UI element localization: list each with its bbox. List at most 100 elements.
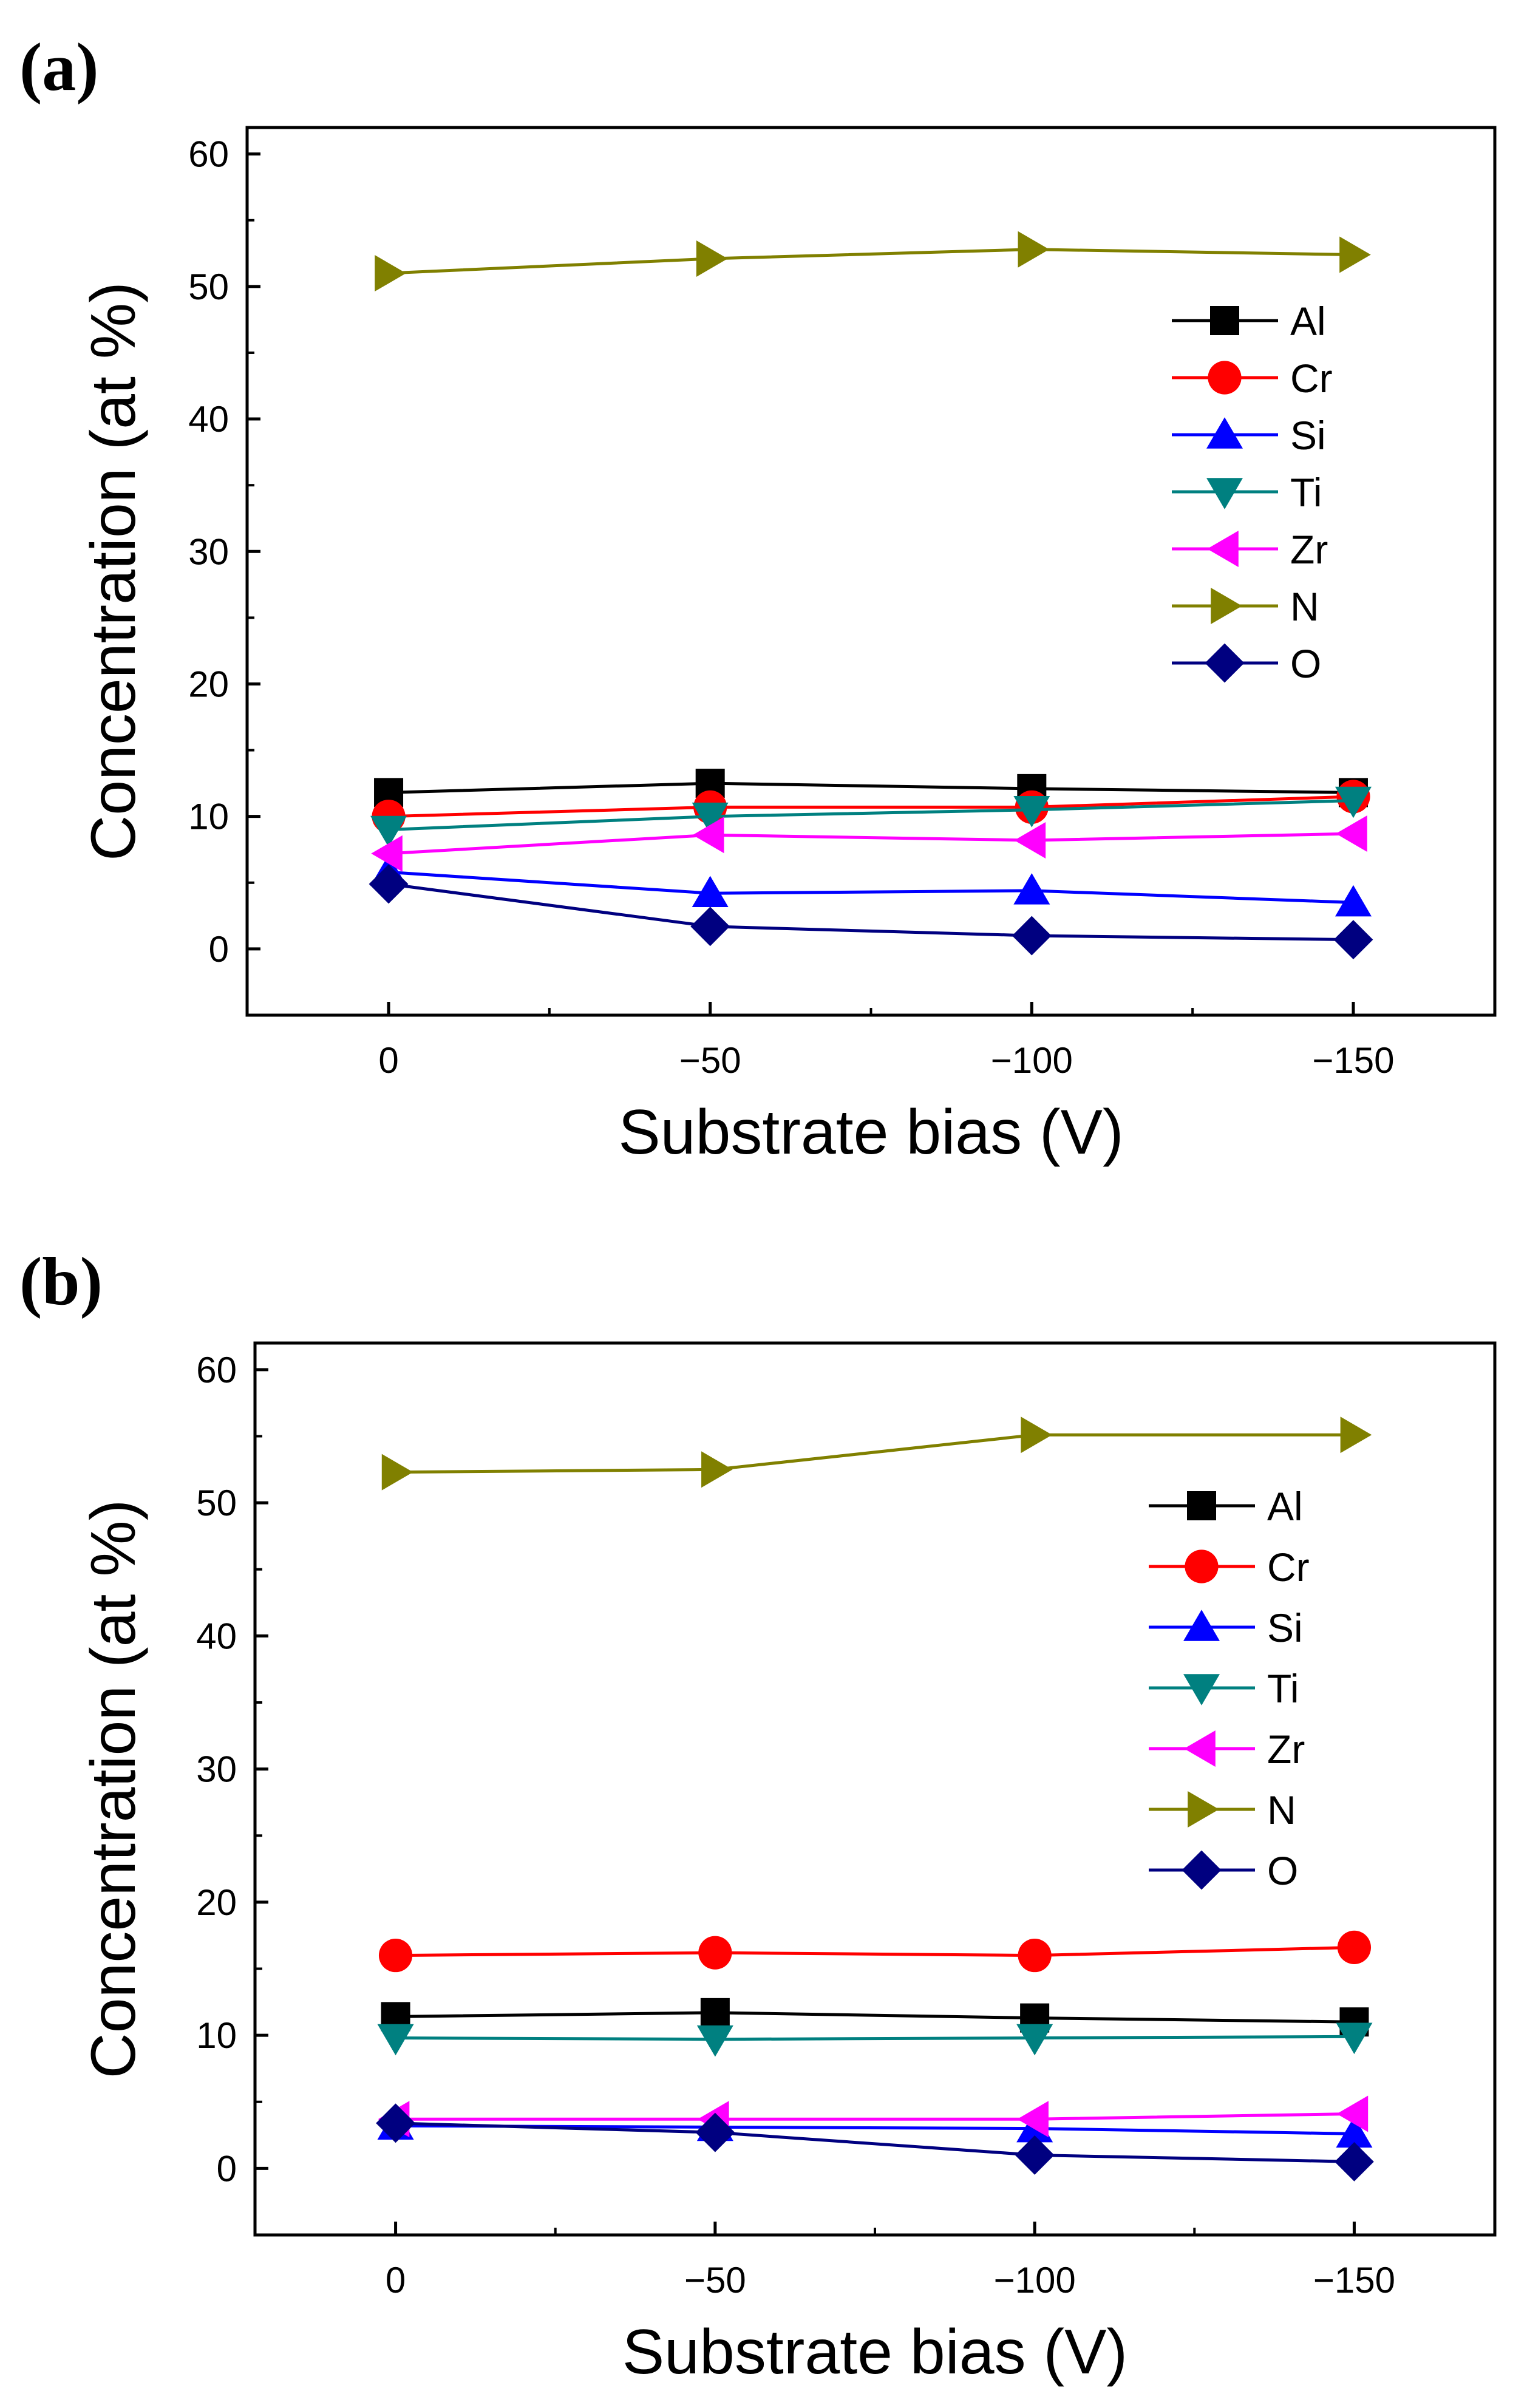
data-point-n	[381, 1454, 413, 1491]
legend-label-o: O	[1267, 1848, 1298, 1893]
data-point-o	[369, 864, 409, 904]
series-line-cr	[388, 795, 1354, 818]
legend-marker-si	[1183, 1610, 1220, 1641]
data-point-si	[1335, 885, 1372, 917]
x-tick-label: −100	[991, 1040, 1073, 1081]
data-point-zr	[1014, 821, 1046, 859]
data-point-al	[700, 1998, 730, 2027]
series-line-zr	[395, 2112, 1355, 2121]
y-tick-label: 0	[209, 929, 229, 970]
x-tick-label: −150	[1312, 1040, 1394, 1081]
data-point-ti	[370, 815, 407, 848]
y-tick-label: 10	[196, 2015, 237, 2056]
x-tick-label: −50	[684, 2260, 746, 2301]
legend-marker-al	[1187, 1491, 1216, 1520]
data-point-ti	[1335, 786, 1372, 818]
series-line-ti	[388, 799, 1354, 832]
legend-label-cr: Cr	[1267, 1545, 1310, 1590]
y-tick-label: 60	[196, 1350, 237, 1390]
data-point-o	[376, 2103, 415, 2143]
x-tick-label: −150	[1313, 2260, 1395, 2301]
x-tick-label: 0	[378, 1040, 398, 1081]
legend-marker-zr	[1184, 1730, 1216, 1767]
data-point-n	[1018, 231, 1050, 268]
y-tick-label: 40	[196, 1616, 237, 1656]
series-line-zr	[388, 832, 1354, 855]
data-point-ti	[1013, 795, 1050, 828]
panel-label: (b)	[19, 1244, 103, 1319]
y-tick-label: 30	[196, 1749, 237, 1790]
legend-label-n: N	[1290, 584, 1319, 629]
data-point-zr	[1336, 2095, 1369, 2132]
legend-marker-zr	[1207, 531, 1239, 567]
data-point-zr	[371, 835, 403, 872]
y-tick-label: 10	[188, 797, 229, 837]
series-line-n	[395, 1433, 1355, 1474]
legend-label-ti: Ti	[1290, 470, 1322, 515]
legend-label-cr: Cr	[1290, 356, 1333, 401]
legend-label-si: Si	[1290, 413, 1326, 458]
data-point-ti	[1336, 2022, 1373, 2055]
data-point-ti	[1016, 2024, 1053, 2056]
series-line-n	[388, 248, 1353, 275]
y-tick-label: 20	[196, 1882, 237, 1923]
y-tick-label: 40	[188, 399, 229, 440]
data-point-zr	[1336, 815, 1367, 852]
legend-marker-o	[1205, 643, 1245, 683]
data-point-zr	[1017, 2101, 1049, 2138]
legend-marker-ti	[1183, 1674, 1220, 1706]
legend-marker-o	[1182, 1850, 1222, 1890]
data-point-o	[1333, 920, 1373, 960]
data-point-n	[1339, 236, 1371, 273]
y-tick-label: 30	[188, 531, 229, 572]
data-point-n	[1340, 1417, 1372, 1454]
series-line-si	[388, 870, 1354, 905]
data-point-ti	[692, 802, 729, 834]
series-line-o	[388, 882, 1353, 942]
plot-frame	[253, 1341, 1497, 2237]
legend-label-n: N	[1267, 1787, 1296, 1832]
data-point-o	[1015, 2135, 1055, 2175]
legend-label-o: O	[1290, 641, 1321, 686]
data-point-o	[1335, 2142, 1374, 2182]
series-line-al	[395, 2011, 1355, 2024]
legend-label-zr: Zr	[1267, 1727, 1305, 1772]
y-tick-label: 20	[188, 664, 229, 704]
y-tick-label: 50	[196, 1483, 237, 1523]
y-axis-title: Concentration (at %)	[78, 282, 149, 861]
x-tick-label: 0	[386, 2260, 406, 2301]
legend-marker-n	[1188, 1791, 1219, 1828]
x-axis-title: Substrate bias (V)	[618, 1097, 1123, 1168]
data-point-o	[690, 906, 730, 947]
data-point-ti	[377, 2024, 414, 2056]
data-point-n	[701, 1451, 733, 1488]
data-point-si	[1336, 2116, 1373, 2148]
data-point-n	[696, 240, 728, 277]
series-line-cr	[395, 1945, 1355, 1957]
legend-marker-cr	[1185, 1549, 1219, 1583]
data-point-si	[692, 876, 729, 908]
y-tick-label: 50	[188, 267, 229, 307]
legend-label-si: Si	[1267, 1605, 1303, 1650]
legend-label-al: Al	[1290, 299, 1326, 344]
legend-label-zr: Zr	[1290, 527, 1328, 572]
series-line-o	[395, 2121, 1355, 2163]
legend-label-al: Al	[1267, 1484, 1303, 1529]
panel-label: (a)	[19, 30, 99, 105]
y-tick-label: 60	[188, 134, 229, 175]
y-axis-title: Concentration (at %)	[78, 1500, 149, 2079]
y-tick-label: 0	[217, 2148, 237, 2189]
data-point-n	[375, 255, 406, 292]
data-point-o	[1012, 916, 1052, 956]
data-point-n	[1021, 1417, 1052, 1454]
series-line-ti	[395, 2035, 1355, 2041]
data-point-si	[1013, 873, 1050, 905]
data-point-cr	[1337, 1930, 1372, 1965]
legend-marker-si	[1206, 417, 1243, 449]
chart-panel-b: (b) 0 10 20 30 40 50 60 0 −50 −100 −150 Substrate bi…	[19, 1244, 1497, 2387]
x-tick-label: −100	[994, 2260, 1076, 2301]
data-point-o	[695, 2112, 735, 2152]
x-axis-title: Substrate bias (V)	[622, 2317, 1127, 2387]
series-line-al	[388, 781, 1353, 794]
